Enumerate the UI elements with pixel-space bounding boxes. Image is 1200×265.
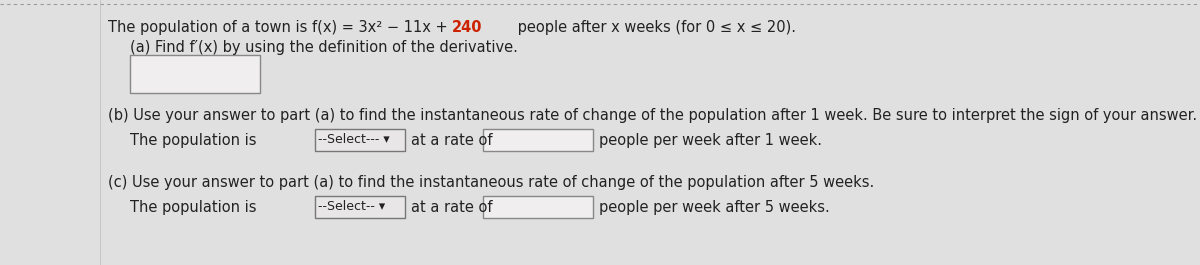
Bar (314, 196, 406, 218)
Bar (130, 55, 260, 93)
Text: 240: 240 (452, 20, 482, 35)
Text: --Select--- ▾: --Select--- ▾ (318, 133, 390, 146)
Text: people after x weeks (for 0 ≤ x ≤ 20).: people after x weeks (for 0 ≤ x ≤ 20). (514, 20, 797, 35)
Text: (a) Find f′(x) by using the definition of the derivative.: (a) Find f′(x) by using the definition o… (130, 40, 518, 55)
Text: at a rate of: at a rate of (410, 133, 492, 148)
Text: people per week after 5 weeks.: people per week after 5 weeks. (599, 200, 829, 215)
Bar (482, 196, 593, 218)
Text: --Select-- ▾: --Select-- ▾ (318, 200, 385, 213)
Bar (482, 129, 593, 151)
Text: people per week after 1 week.: people per week after 1 week. (599, 133, 822, 148)
Text: (c) Use your answer to part (a) to find the instantaneous rate of change of the : (c) Use your answer to part (a) to find … (108, 175, 875, 190)
Bar (314, 129, 406, 151)
Text: (b) Use your answer to part (a) to find the instantaneous rate of change of the : (b) Use your answer to part (a) to find … (108, 108, 1198, 123)
Text: at a rate of: at a rate of (410, 200, 492, 215)
Text: The population of a town is f(x) = 3x² − 11x +: The population of a town is f(x) = 3x² −… (108, 20, 452, 35)
Text: The population is: The population is (130, 133, 257, 148)
Text: The population is: The population is (130, 200, 257, 215)
